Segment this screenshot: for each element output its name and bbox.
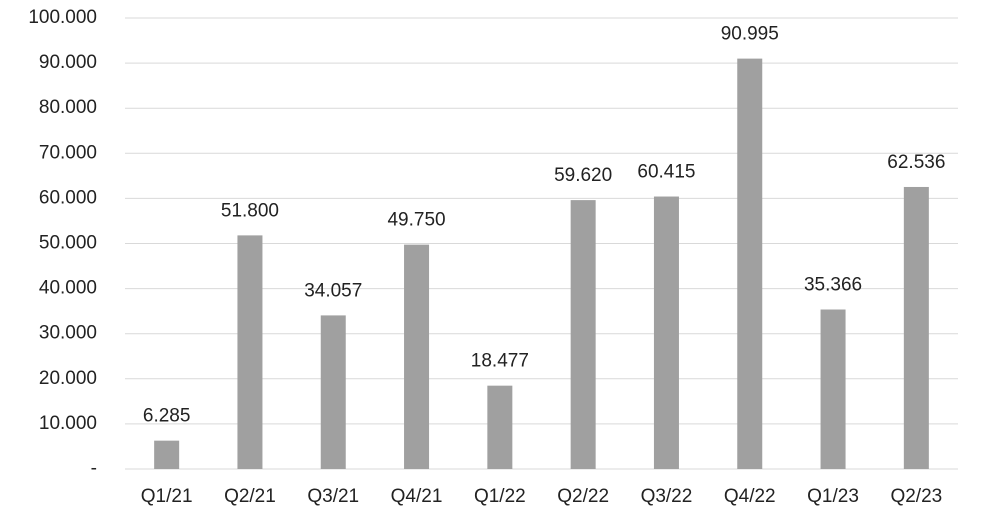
y-tick-label: 80.000 <box>39 97 97 118</box>
data-label: 51.800 <box>221 200 279 221</box>
bar <box>404 244 430 469</box>
x-tick-label: Q1/21 <box>141 486 193 507</box>
bar <box>154 440 180 469</box>
bar <box>903 186 929 469</box>
x-tick-label: Q4/22 <box>724 486 776 507</box>
y-tick-label: 30.000 <box>39 323 97 344</box>
y-tick-label: 100.000 <box>28 7 97 28</box>
data-label: 18.477 <box>471 351 529 372</box>
y-tick-label: - <box>91 458 97 479</box>
data-label: 34.057 <box>304 280 362 301</box>
bar <box>487 385 513 469</box>
bar <box>320 315 346 469</box>
x-tick-label: Q4/21 <box>391 486 443 507</box>
x-tick-label: Q3/22 <box>641 486 693 507</box>
data-label: 49.750 <box>387 210 445 231</box>
x-tick-label: Q1/22 <box>474 486 526 507</box>
y-tick-label: 10.000 <box>39 413 97 434</box>
bar <box>570 200 596 469</box>
x-tick-label: Q2/23 <box>890 486 942 507</box>
data-label: 62.536 <box>887 152 945 173</box>
y-tick-label: 90.000 <box>39 52 97 73</box>
y-tick-label: 50.000 <box>39 233 97 254</box>
y-tick-label: 70.000 <box>39 142 97 163</box>
y-tick-label: 20.000 <box>39 368 97 389</box>
bar <box>653 196 679 469</box>
bar <box>237 235 263 469</box>
x-tick-label: Q3/21 <box>307 486 359 507</box>
x-tick-label: Q2/22 <box>557 486 609 507</box>
data-label: 60.415 <box>637 162 695 183</box>
x-tick-label: Q1/23 <box>807 486 859 507</box>
data-label: 6.285 <box>143 406 191 427</box>
bar <box>737 58 763 469</box>
data-label: 59.620 <box>554 165 612 186</box>
y-tick-label: 60.000 <box>39 187 97 208</box>
data-label: 90.995 <box>721 24 779 45</box>
data-label: 35.366 <box>804 275 862 296</box>
bar <box>820 309 846 469</box>
y-tick-label: 40.000 <box>39 278 97 299</box>
x-tick-label: Q2/21 <box>224 486 276 507</box>
